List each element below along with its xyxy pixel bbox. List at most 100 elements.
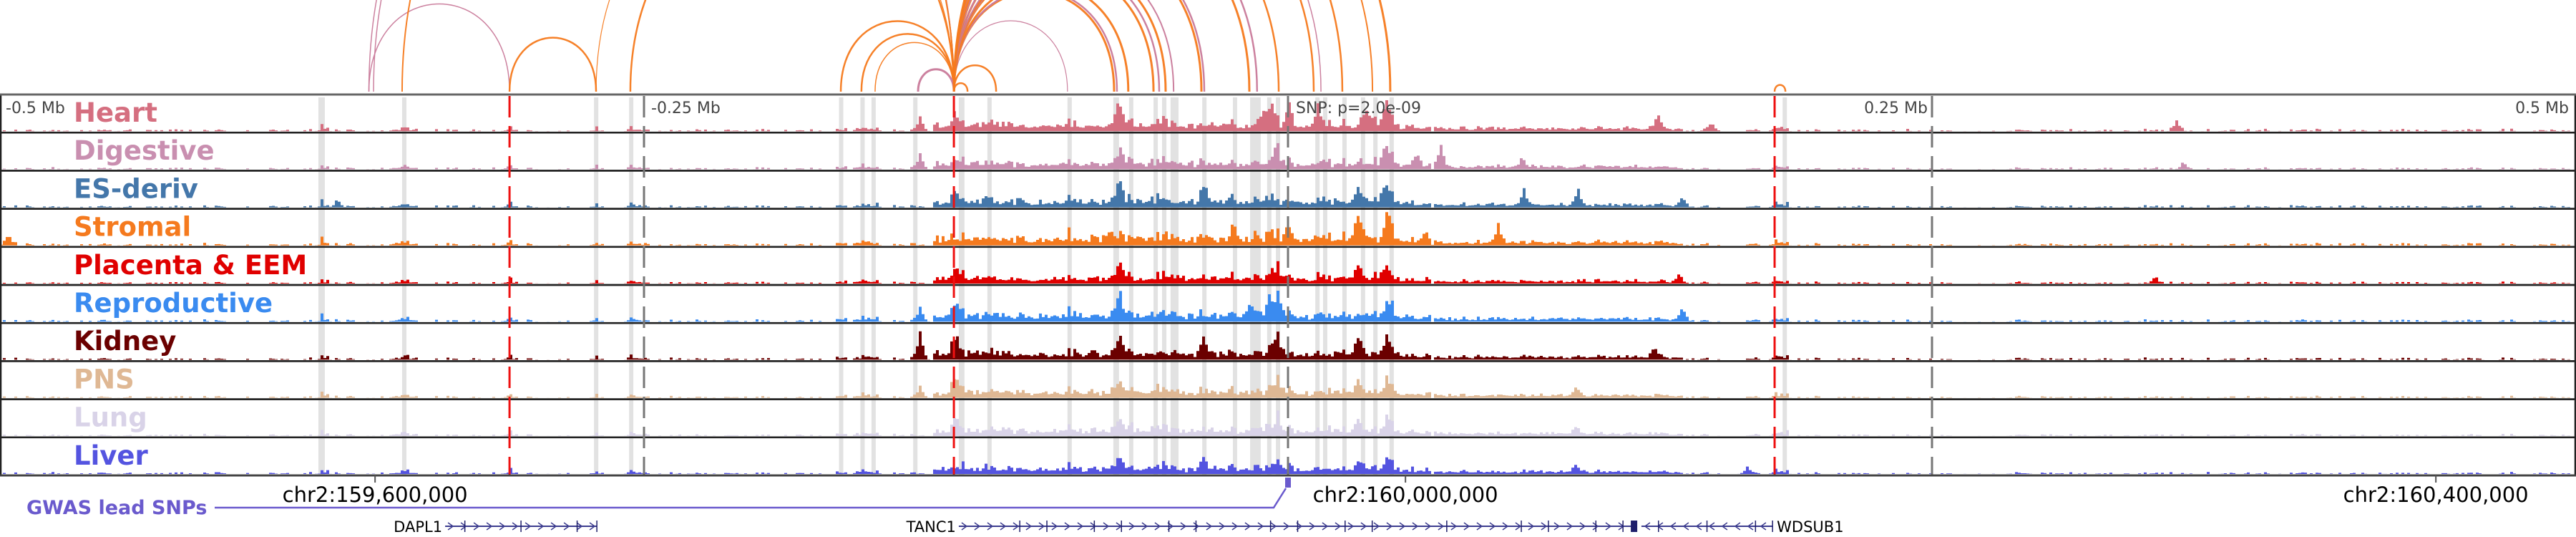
strand-arrow-icon — [1206, 522, 1213, 531]
strand-arrow-icon — [550, 522, 557, 531]
strand-arrow-icon — [961, 522, 968, 531]
highlight-band — [1161, 97, 1167, 475]
highlight-band — [913, 97, 918, 475]
track-label: Kidney — [74, 326, 176, 357]
loop-arc — [860, 33, 955, 92]
strand-arrow-icon — [1566, 522, 1574, 531]
strand-arrow-icon — [563, 522, 570, 531]
marker-lines — [508, 96, 1933, 475]
strand-arrow-icon — [1682, 522, 1689, 531]
highlight-band — [1782, 97, 1787, 475]
chromatin-loop-arcs — [368, 0, 1787, 92]
strand-arrow-icon — [1180, 522, 1187, 531]
strand-arrow-icon — [1090, 522, 1097, 531]
loop-arc — [952, 0, 1392, 92]
gene-label: TANC1 — [906, 518, 956, 536]
highlight-band — [629, 97, 634, 475]
track-label: Liver — [74, 440, 148, 471]
loop-arc — [952, 0, 1251, 92]
loop-arc — [839, 20, 955, 92]
loop-arc — [368, 3, 510, 92]
strand-arrow-icon — [1605, 522, 1612, 531]
strand-arrow-icon — [1541, 522, 1548, 531]
strand-arrow-icon — [1270, 522, 1277, 531]
strand-arrow-icon — [1373, 522, 1380, 531]
strand-arrow-icon — [576, 522, 583, 531]
strand-arrow-icon — [1438, 522, 1445, 531]
strand-arrow-icon — [525, 522, 532, 531]
strand-arrow-icon — [1592, 522, 1599, 531]
strand-arrow-icon — [1013, 522, 1020, 531]
coordinate-label: chr2:160,000,000 — [1313, 483, 1498, 507]
strand-arrow-icon — [1360, 522, 1367, 531]
strand-arrow-icon — [1038, 522, 1045, 531]
gwas-track-label: GWAS lead SNPs — [26, 497, 207, 519]
axis-labels: -0.5 Mb -0.25 Mb 0.25 Mb 0.5 Mb SNP: p=2.0e-… — [6, 100, 2569, 117]
loop-arc — [1773, 84, 1787, 92]
strand-arrow-icon — [1077, 522, 1084, 531]
loop-arc — [953, 0, 1374, 92]
loop-arc — [952, 82, 969, 92]
gwas-snp-marker — [1285, 478, 1291, 488]
highlight-band — [1202, 97, 1207, 475]
loop-arc — [368, 0, 955, 92]
highlight-band — [1276, 97, 1281, 475]
track-label: PNS — [74, 364, 135, 395]
gene-label: WDSUB1 — [1777, 518, 1843, 536]
loop-arc — [952, 0, 1130, 92]
strand-arrow-icon — [987, 522, 994, 531]
strand-arrow-icon — [1425, 522, 1432, 531]
strand-arrow-icon — [1244, 522, 1252, 531]
loop-arc — [953, 0, 1322, 92]
strand-arrow-icon — [589, 522, 596, 531]
loop-arc — [952, 0, 1206, 92]
highlight-band — [1360, 97, 1365, 475]
highlight-band — [839, 97, 844, 475]
strand-arrow-icon — [1515, 522, 1522, 531]
strand-arrow-icon — [1231, 522, 1239, 531]
strand-arrow-icon — [1025, 522, 1033, 531]
strand-arrow-icon — [1476, 522, 1483, 531]
strand-arrow-icon — [512, 522, 519, 531]
track-label: Lung — [74, 402, 147, 433]
strand-arrow-icon — [974, 522, 981, 531]
strand-arrow-icon — [1657, 522, 1664, 531]
highlight-band — [1170, 97, 1179, 475]
highlight-band — [1342, 97, 1347, 475]
highlight-band — [958, 97, 965, 475]
loop-arc — [401, 0, 955, 92]
loop-arc — [917, 68, 955, 92]
strand-arrow-icon — [1528, 522, 1535, 531]
loop-arc — [373, 0, 955, 92]
strand-arrow-icon — [1257, 522, 1264, 531]
axis-label: 0.5 Mb — [2515, 100, 2569, 117]
strand-arrow-icon — [486, 522, 493, 531]
strand-arrow-icon — [1747, 522, 1754, 531]
strand-arrow-icon — [460, 522, 467, 531]
strand-arrow-icon — [1489, 522, 1496, 531]
highlight-band — [1315, 97, 1320, 475]
strand-arrow-icon — [499, 522, 506, 531]
highlight-band — [1128, 97, 1133, 475]
loop-arc — [952, 64, 997, 92]
strand-arrow-icon — [447, 522, 454, 531]
coordinate-label: chr2:159,600,000 — [283, 483, 468, 507]
highlight-band — [1389, 97, 1394, 475]
loop-arc — [874, 42, 955, 92]
strand-arrow-icon — [1322, 522, 1329, 531]
annotation-area: chr2:159,600,000 chr2:160,000,000 chr2:160… — [0, 474, 2576, 536]
strand-arrow-icon — [1347, 522, 1355, 531]
gene-tanc1: TANC1 — [906, 518, 1637, 536]
highlight-band — [1373, 97, 1378, 475]
strand-arrow-icon — [1000, 522, 1007, 531]
strand-arrow-icon — [1296, 522, 1303, 531]
highlight-band — [871, 97, 876, 475]
strand-arrow-icon — [1193, 522, 1200, 531]
strand-arrow-icon — [1309, 522, 1316, 531]
strand-arrow-icon — [1760, 522, 1767, 531]
highlight-band — [860, 97, 865, 475]
strand-arrow-icon — [1708, 522, 1715, 531]
loop-arc — [953, 20, 1068, 92]
strand-arrow-icon — [1399, 522, 1406, 531]
track-label: Heart — [74, 97, 157, 128]
